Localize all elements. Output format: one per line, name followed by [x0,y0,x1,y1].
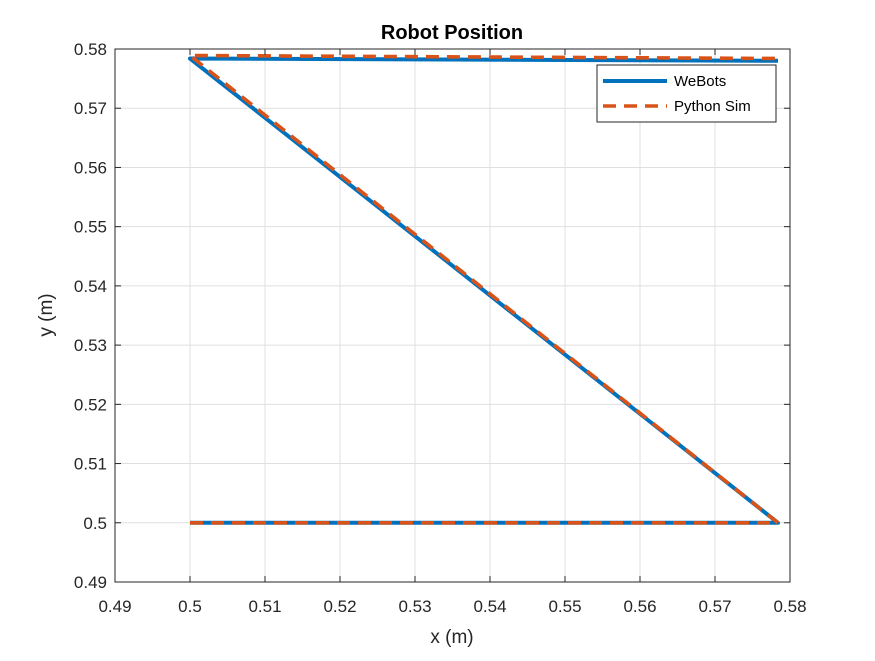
x-tick-labels: 0.49 0.5 0.51 0.52 0.53 0.54 0.55 0.56 0.57 0.58 [98,597,806,616]
x-tick-label: 0.54 [473,597,506,616]
series-line-python-sim [188,53,780,525]
x-tick-label: 0.49 [98,597,131,616]
y-tick-label: 0.52 [74,395,107,414]
plot-area [115,49,790,582]
y-tick-label: 0.54 [74,277,107,296]
ticks [114,48,791,583]
y-tick-label: 0.53 [74,336,107,355]
x-axis-label: x (m) [430,627,473,648]
y-axis-label: y (m) [36,293,57,336]
y-tick-label: 0.56 [74,158,107,177]
y-tick-label: 0.55 [74,218,107,237]
y-tick-label: 0.58 [74,40,107,59]
y-tick-label: 0.51 [74,455,107,474]
legend-box [596,64,777,123]
x-tick-label: 0.53 [398,597,431,616]
x-tick-label: 0.5 [178,597,202,616]
x-tick-label: 0.58 [773,597,806,616]
x-tick-label: 0.55 [548,597,581,616]
x-tick-label: 0.51 [248,597,281,616]
y-tick-labels: 0.49 0.5 0.51 0.52 0.53 0.54 0.55 0.56 0.57 0.58 [74,40,107,592]
legend-label-python-sim: Python Sim [674,98,751,115]
chart-title: Robot Position [381,22,523,44]
y-tick-label: 0.5 [83,514,107,533]
y-tick-label: 0.57 [74,99,107,118]
x-tick-label: 0.56 [623,597,656,616]
legend: WeBots Python Sim [596,64,777,123]
legend-label-webots: WeBots [674,73,726,90]
x-tick-label: 0.57 [698,597,731,616]
x-tick-label: 0.52 [323,597,356,616]
y-tick-label: 0.49 [74,573,107,592]
axes-box [114,48,791,583]
series-lines [188,53,780,525]
